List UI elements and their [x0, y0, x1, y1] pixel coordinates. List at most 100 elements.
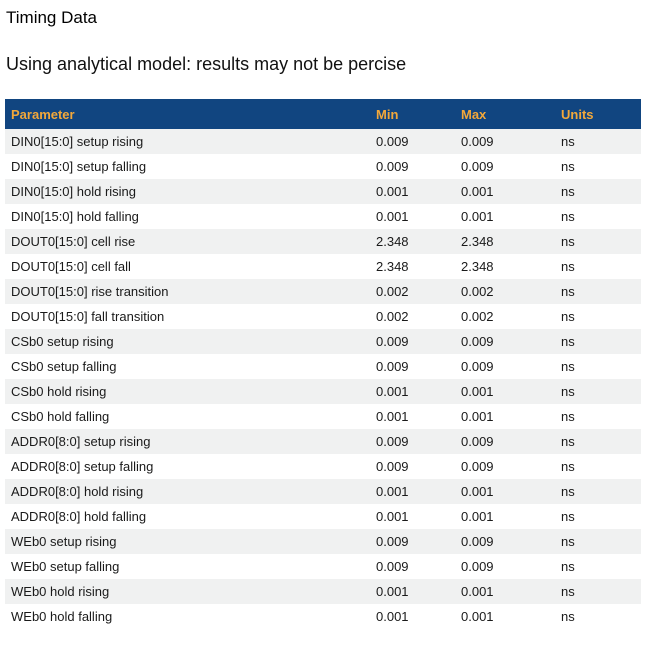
- max-cell: 0.001: [461, 409, 494, 424]
- min-cell: 0.009: [376, 359, 409, 374]
- min-cell: 0.001: [376, 184, 409, 199]
- parameter-cell: DIN0[15:0] hold falling: [11, 209, 139, 224]
- table-row: CSb0 setup falling 0.009 0.009 ns: [5, 354, 641, 379]
- column-header-units: Units: [555, 99, 641, 129]
- table-row: WEb0 setup rising 0.009 0.009 ns: [5, 529, 641, 554]
- min-cell: 0.001: [376, 209, 409, 224]
- table-row: CSb0 setup rising 0.009 0.009 ns: [5, 329, 641, 354]
- parameter-cell: ADDR0[8:0] setup rising: [11, 434, 151, 449]
- table-row: DOUT0[15:0] cell fall 2.348 2.348 ns: [5, 254, 641, 279]
- parameter-cell: ADDR0[8:0] hold rising: [11, 484, 144, 499]
- table-row: WEb0 hold rising 0.001 0.001 ns: [5, 579, 641, 604]
- parameter-cell: CSb0 hold falling: [11, 409, 110, 424]
- table-row: ADDR0[8:0] hold rising 0.001 0.001 ns: [5, 479, 641, 504]
- min-cell: 0.001: [376, 584, 409, 599]
- max-cell: 0.001: [461, 584, 494, 599]
- max-cell: 0.001: [461, 484, 494, 499]
- table-row: ADDR0[8:0] setup falling 0.009 0.009 ns: [5, 454, 641, 479]
- max-cell: 0.009: [461, 459, 494, 474]
- column-header-min: Min: [370, 99, 455, 129]
- units-cell: ns: [561, 259, 575, 274]
- parameter-cell: DIN0[15:0] hold rising: [11, 184, 137, 199]
- parameter-cell: WEb0 hold rising: [11, 584, 110, 599]
- units-cell: ns: [561, 459, 575, 474]
- parameter-cell: DOUT0[15:0] fall transition: [11, 309, 165, 324]
- parameter-cell: CSb0 setup falling: [11, 359, 117, 374]
- table-row: DOUT0[15:0] fall transition 0.002 0.002 …: [5, 304, 641, 329]
- parameter-cell: WEb0 setup falling: [11, 559, 120, 574]
- min-cell: 0.009: [376, 434, 409, 449]
- max-cell: 0.009: [461, 159, 494, 174]
- min-cell: 0.009: [376, 559, 409, 574]
- table-row: CSb0 hold rising 0.001 0.001 ns: [5, 379, 641, 404]
- units-cell: ns: [561, 484, 575, 499]
- table-row: WEb0 hold falling 0.001 0.001 ns: [5, 604, 641, 629]
- units-cell: ns: [561, 534, 575, 549]
- parameter-cell: ADDR0[8:0] setup falling: [11, 459, 154, 474]
- max-cell: 0.002: [461, 309, 494, 324]
- units-cell: ns: [561, 509, 575, 524]
- units-cell: ns: [561, 309, 575, 324]
- max-cell: 0.001: [461, 209, 494, 224]
- table-row: DIN0[15:0] hold falling 0.001 0.001 ns: [5, 204, 641, 229]
- min-cell: 2.348: [376, 234, 409, 249]
- max-cell: 0.001: [461, 509, 494, 524]
- max-cell: 0.009: [461, 534, 494, 549]
- table-row: WEb0 setup falling 0.009 0.009 ns: [5, 554, 641, 579]
- units-cell: ns: [561, 384, 575, 399]
- parameter-cell: DOUT0[15:0] cell rise: [11, 234, 136, 249]
- units-cell: ns: [561, 559, 575, 574]
- parameter-cell: WEb0 hold falling: [11, 609, 113, 624]
- max-cell: 2.348: [461, 234, 494, 249]
- min-cell: 0.009: [376, 134, 409, 149]
- table-row: ADDR0[8:0] setup rising 0.009 0.009 ns: [5, 429, 641, 454]
- parameter-cell: DOUT0[15:0] cell fall: [11, 259, 131, 274]
- units-cell: ns: [561, 359, 575, 374]
- units-cell: ns: [561, 209, 575, 224]
- min-cell: 0.001: [376, 484, 409, 499]
- max-cell: 0.009: [461, 559, 494, 574]
- units-cell: ns: [561, 584, 575, 599]
- table-row: DIN0[15:0] setup falling 0.009 0.009 ns: [5, 154, 641, 179]
- max-cell: 0.001: [461, 609, 494, 624]
- units-cell: ns: [561, 434, 575, 449]
- parameter-cell: ADDR0[8:0] hold falling: [11, 509, 147, 524]
- parameter-cell: DIN0[15:0] setup rising: [11, 134, 144, 149]
- table-row: DIN0[15:0] setup rising 0.009 0.009 ns: [5, 129, 641, 154]
- min-cell: 0.009: [376, 459, 409, 474]
- max-cell: 0.002: [461, 284, 494, 299]
- timing-table-body: DIN0[15:0] setup rising 0.009 0.009 ns D…: [5, 129, 641, 629]
- timing-table: Parameter Min Max Units DIN0[15:0] setup…: [5, 99, 641, 629]
- units-cell: ns: [561, 159, 575, 174]
- header-row: Parameter Min Max Units: [5, 99, 641, 129]
- min-cell: 0.002: [376, 284, 409, 299]
- max-cell: 0.009: [461, 434, 494, 449]
- page-subtitle: Using analytical model: results may not …: [6, 54, 407, 74]
- min-cell: 0.001: [376, 609, 409, 624]
- units-cell: ns: [561, 184, 575, 199]
- min-cell: 0.001: [376, 509, 409, 524]
- table-row: DOUT0[15:0] cell rise 2.348 2.348 ns: [5, 229, 641, 254]
- table-row: DIN0[15:0] hold rising 0.001 0.001 ns: [5, 179, 641, 204]
- parameter-cell: WEb0 setup rising: [11, 534, 117, 549]
- parameter-cell: DIN0[15:0] setup falling: [11, 159, 147, 174]
- min-cell: 0.009: [376, 534, 409, 549]
- max-cell: 0.009: [461, 134, 494, 149]
- units-cell: ns: [561, 134, 575, 149]
- max-cell: 2.348: [461, 259, 494, 274]
- units-cell: ns: [561, 284, 575, 299]
- min-cell: 0.001: [376, 409, 409, 424]
- min-cell: 0.009: [376, 334, 409, 349]
- column-header-max: Max: [455, 99, 555, 129]
- table-row: DOUT0[15:0] rise transition 0.002 0.002 …: [5, 279, 641, 304]
- units-cell: ns: [561, 409, 575, 424]
- parameter-cell: DOUT0[15:0] rise transition: [11, 284, 169, 299]
- table-row: CSb0 hold falling 0.001 0.001 ns: [5, 404, 641, 429]
- units-cell: ns: [561, 334, 575, 349]
- max-cell: 0.001: [461, 384, 494, 399]
- table-row: ADDR0[8:0] hold falling 0.001 0.001 ns: [5, 504, 641, 529]
- timing-table-header: Parameter Min Max Units: [5, 99, 641, 129]
- parameter-cell: CSb0 setup rising: [11, 334, 114, 349]
- page-title: Timing Data: [6, 8, 98, 27]
